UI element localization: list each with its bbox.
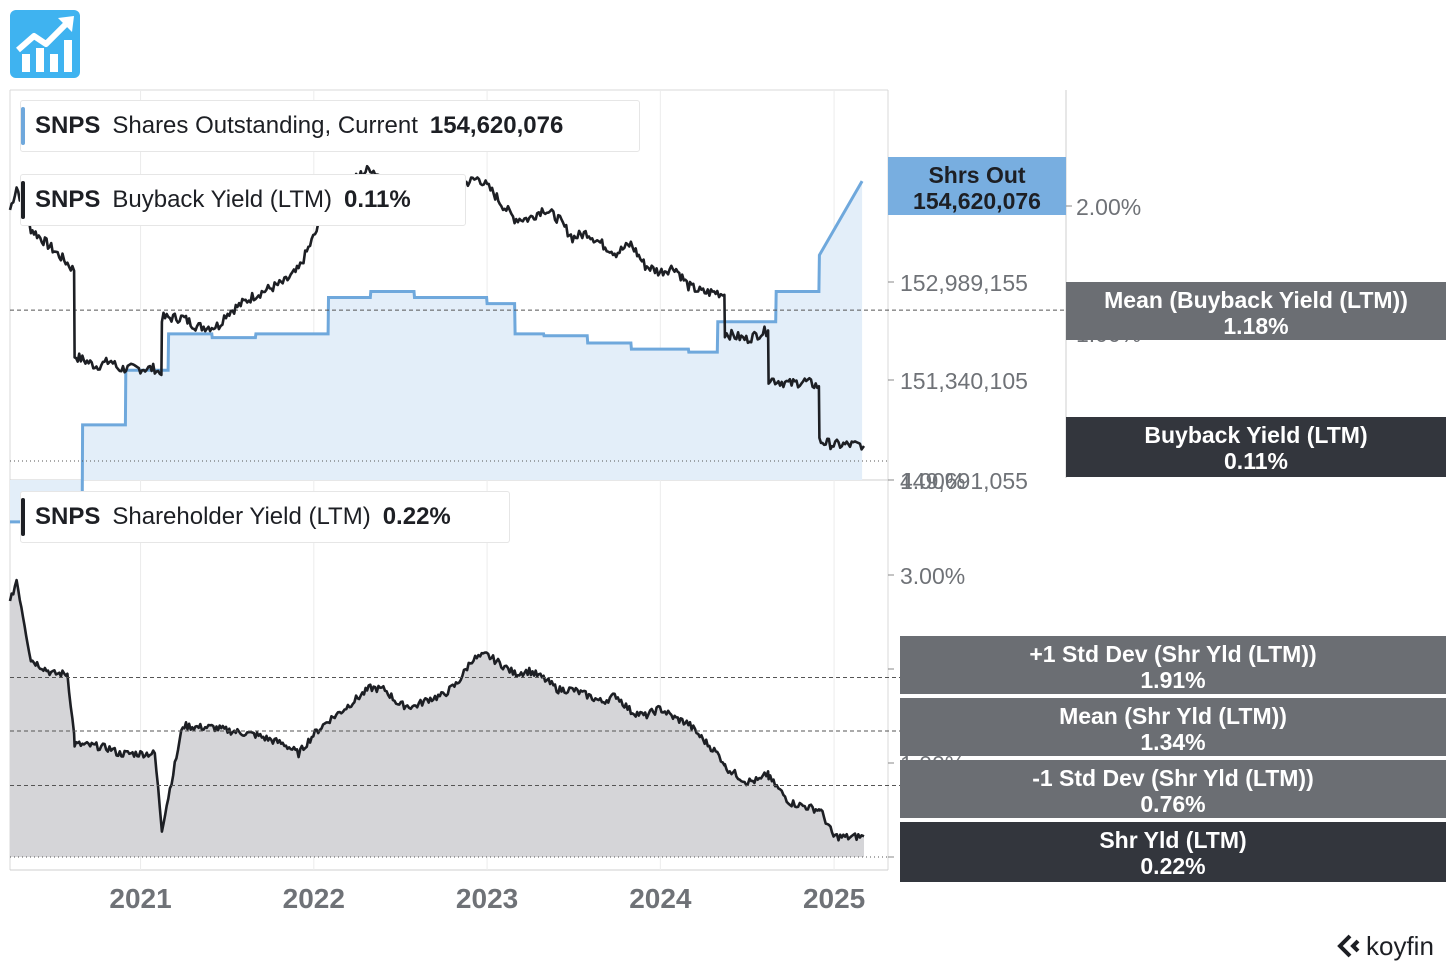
koyfin-logo-icon [1337, 934, 1360, 958]
tag-label: Shr Yld (LTM) [1099, 827, 1247, 853]
legend-metric: Buyback Yield (LTM) [112, 186, 332, 213]
tag-value: 1.34% [1140, 729, 1206, 755]
legend-metric: Shares Outstanding, Current [112, 112, 418, 139]
brand-name: koyfin [1366, 930, 1434, 961]
tag-label: Shrs Out [928, 162, 1026, 188]
legend-value: 0.22% [382, 503, 451, 530]
tag-mean-buyback: Mean (Buyback Yield (LTM)) 1.18% [1066, 282, 1446, 340]
x-tick-label-2025: 2025 [803, 883, 865, 914]
legend-color-swatch [21, 498, 25, 536]
shareholder-area-fill [10, 580, 864, 857]
tag-label: Buyback Yield (LTM) [1144, 422, 1368, 448]
legend-ticker: SNPS [35, 503, 101, 530]
x-tick-label-2021: 2021 [109, 883, 171, 914]
legend-ticker: SNPS [35, 186, 101, 213]
tag-value: 0.76% [1140, 791, 1206, 817]
tag-label: Mean (Shr Yld (LTM)) [1059, 703, 1287, 729]
tag-mean-shr: Mean (Shr Yld (LTM)) 1.34% [900, 698, 1446, 756]
koyfin-brand[interactable]: koyfin [1336, 928, 1434, 964]
shareholder-reference-lines [10, 676, 900, 858]
buyback-overlap-label: 4.00% [900, 468, 965, 494]
legend-value: 154,620,076 [429, 112, 564, 139]
legend-shares-outstanding[interactable]: SNPS Shares Outstanding, Current 154,620… [20, 100, 640, 152]
shareholder-yield-area [8, 578, 865, 857]
tag-plus1-std: +1 Std Dev (Shr Yld (LTM)) 1.91% [900, 636, 1446, 694]
legend-ticker: SNPS [35, 112, 101, 139]
buyback-mean-line [10, 309, 1066, 462]
x-tick-label-2022: 2022 [283, 883, 345, 914]
shares-outstanding-area [10, 180, 864, 524]
legend-metric: Shareholder Yield (LTM) [112, 503, 371, 530]
legend-color-swatch [21, 107, 25, 145]
tag-minus1-std: -1 Std Dev (Shr Yld (LTM)) 0.76% [900, 760, 1446, 818]
shares-tick-label: 151,340,105 [900, 368, 1028, 394]
tag-value: 1.91% [1140, 667, 1206, 693]
legend-color-swatch [21, 181, 25, 219]
buyback-tick-label: 2.00% [1076, 194, 1141, 220]
tag-value: 0.11% [1224, 448, 1288, 474]
tag-value: 1.18% [1223, 313, 1289, 339]
x-tick-label-2023: 2023 [456, 883, 518, 914]
legend-value: 0.11% [344, 186, 411, 213]
legend-shareholder-yield[interactable]: SNPS Shareholder Yield (LTM) 0.22% [20, 491, 510, 543]
shr-tick-label: 3.00% [900, 563, 965, 589]
legend-buyback-yield[interactable]: SNPS Buyback Yield (LTM) 0.11% [20, 174, 466, 226]
x-tick-label-2024: 2024 [629, 883, 692, 914]
tag-shr-yld: Shr Yld (LTM) 0.22% [900, 822, 1446, 882]
tag-label: Mean (Buyback Yield (LTM)) [1104, 287, 1408, 313]
shares-tick-label: 149,691,055 [900, 468, 1028, 494]
tag-label: +1 Std Dev (Shr Yld (LTM)) [1029, 641, 1317, 667]
tag-value: 0.22% [1140, 853, 1206, 879]
tag-label: -1 Std Dev (Shr Yld (LTM)) [1032, 765, 1314, 791]
shares-area-fill [10, 181, 863, 522]
tag-buyback-yield: Buyback Yield (LTM) 0.11% [1066, 417, 1446, 477]
shares-tick-label: 152,989,155 [900, 270, 1028, 296]
shareholder-yield-polyline [8, 578, 865, 842]
chart-logo-icon [10, 10, 80, 78]
tag-value: 154,620,076 [913, 188, 1041, 214]
tag-shrs-out: Shrs Out 154,620,076 [888, 157, 1066, 215]
